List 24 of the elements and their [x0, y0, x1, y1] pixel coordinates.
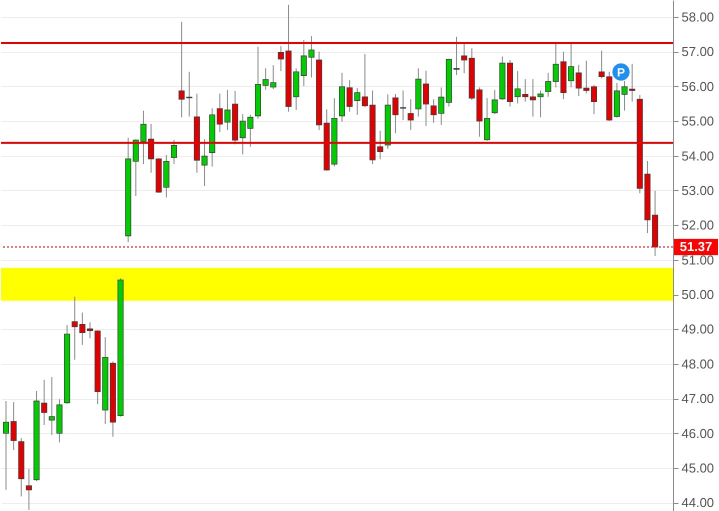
y-tick-label: 53.00: [682, 182, 714, 198]
y-tick-label: 56.00: [682, 78, 714, 94]
y-tick-label: 52.00: [682, 218, 714, 233]
candlestick: [247, 114, 254, 148]
y-tick-label: 45.00: [682, 460, 714, 476]
y-tick-label: 58.00: [682, 10, 714, 24]
y-tick-label: 49.00: [682, 322, 714, 337]
ref-line-label: 51.37: [680, 239, 712, 254]
candlestick: [408, 98, 414, 131]
y-tick-label: 44.00: [682, 495, 714, 510]
candlestick: [545, 72, 552, 98]
candlestick: [492, 89, 498, 115]
y-tick-label: 48.00: [682, 356, 714, 372]
candlestick: [170, 139, 178, 165]
candlestick: [72, 296, 78, 360]
y-tick-label: 54.00: [682, 148, 714, 164]
y-tick-label: 47.00: [682, 391, 714, 406]
annotation: P: [616, 66, 626, 80]
candlestick: [26, 468, 32, 510]
y-tick-label: 55.00: [682, 114, 714, 129]
y-tick-label: 51.00: [682, 252, 714, 268]
y-tick-label: 46.00: [682, 426, 714, 441]
y-tick-label: 57.00: [682, 44, 714, 60]
y-tick-label: 50.00: [682, 287, 714, 302]
